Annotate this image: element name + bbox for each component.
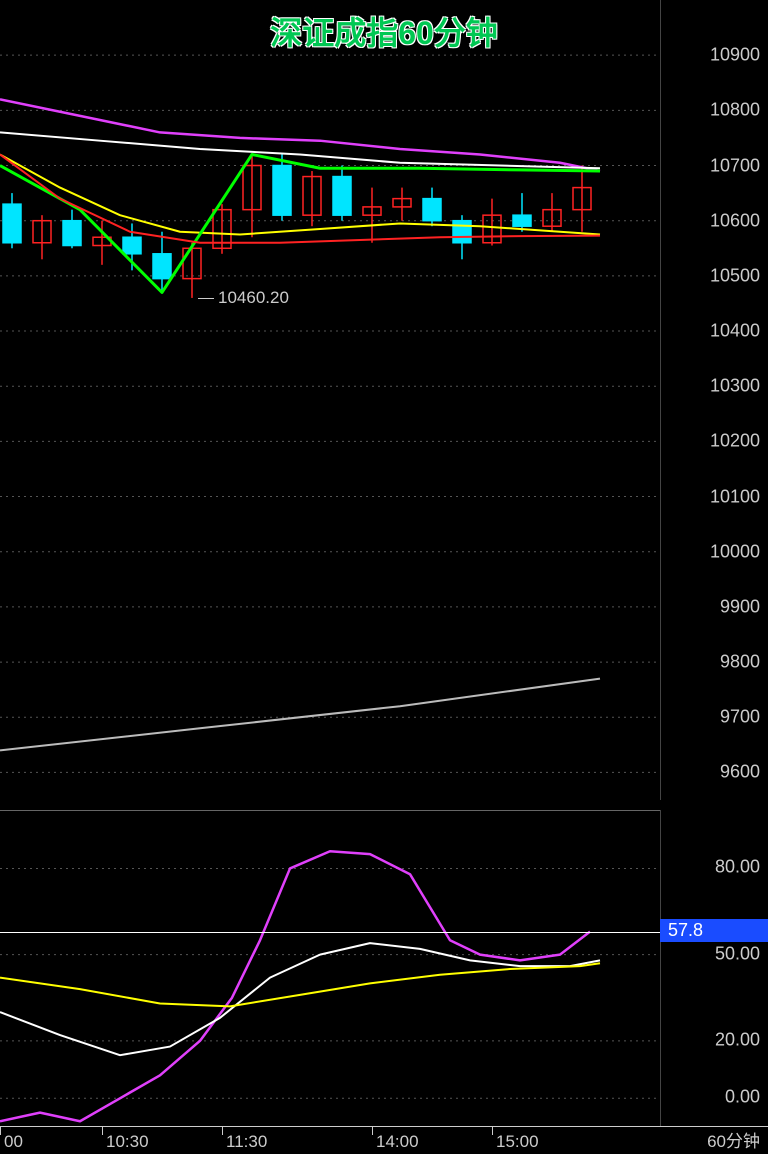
x-tick-mark bbox=[0, 1127, 1, 1135]
y-tick-label: 80.00 bbox=[715, 857, 760, 878]
y-tick-label: 50.00 bbox=[715, 943, 760, 964]
y-tick-label: 10600 bbox=[710, 210, 760, 231]
y-tick-label: 10200 bbox=[710, 431, 760, 452]
x-tick-label: 14:00 bbox=[376, 1132, 419, 1152]
x-tick-mark bbox=[492, 1127, 493, 1135]
y-tick-label: 10900 bbox=[710, 45, 760, 66]
y-tick-label: 10500 bbox=[710, 265, 760, 286]
x-tick-label: 11:30 bbox=[226, 1132, 267, 1152]
y-tick-label: 20.00 bbox=[715, 1029, 760, 1050]
timeframe-label: 60分钟 bbox=[707, 1127, 760, 1152]
y-tick-label: 9700 bbox=[720, 707, 760, 728]
y-tick-label: 10300 bbox=[710, 376, 760, 397]
time-x-axis: 00 10:30 11:30 14:00 15:00 bbox=[0, 1126, 768, 1154]
y-tick-label: 10700 bbox=[710, 155, 760, 176]
annotation-tick bbox=[198, 298, 214, 299]
price-annotation: 10460.20 bbox=[218, 288, 289, 308]
main-price-chart[interactable] bbox=[0, 0, 660, 800]
x-tick-label: 00 bbox=[4, 1132, 23, 1152]
y-tick-label: 10100 bbox=[710, 486, 760, 507]
main-y-axis: 9600 9700 9800 9900 10000 10100 10200 10300 1040… bbox=[660, 0, 768, 800]
x-tick-label: 15:00 bbox=[496, 1132, 539, 1152]
oscillator-current-badge: 57.8 bbox=[660, 919, 768, 942]
y-tick-label: 9900 bbox=[720, 596, 760, 617]
y-tick-label: 10000 bbox=[710, 541, 760, 562]
sub-chart-svg bbox=[0, 811, 660, 1127]
y-tick-label: 9800 bbox=[720, 652, 760, 673]
x-tick-mark bbox=[222, 1127, 223, 1135]
y-tick-label: 9600 bbox=[720, 762, 760, 783]
main-chart-svg bbox=[0, 0, 660, 800]
oscillator-current-line bbox=[0, 932, 660, 933]
sub-y-axis: 0.00 20.00 50.00 80.00 bbox=[660, 810, 768, 1126]
y-tick-label: 10800 bbox=[710, 100, 760, 121]
x-tick-mark bbox=[102, 1127, 103, 1135]
x-tick-mark bbox=[372, 1127, 373, 1135]
x-tick-label: 10:30 bbox=[106, 1132, 149, 1152]
oscillator-chart[interactable] bbox=[0, 810, 660, 1126]
y-tick-label: 10400 bbox=[710, 321, 760, 342]
y-tick-label: 0.00 bbox=[725, 1087, 760, 1108]
chart-title: 深证成指60分钟 bbox=[270, 8, 498, 54]
